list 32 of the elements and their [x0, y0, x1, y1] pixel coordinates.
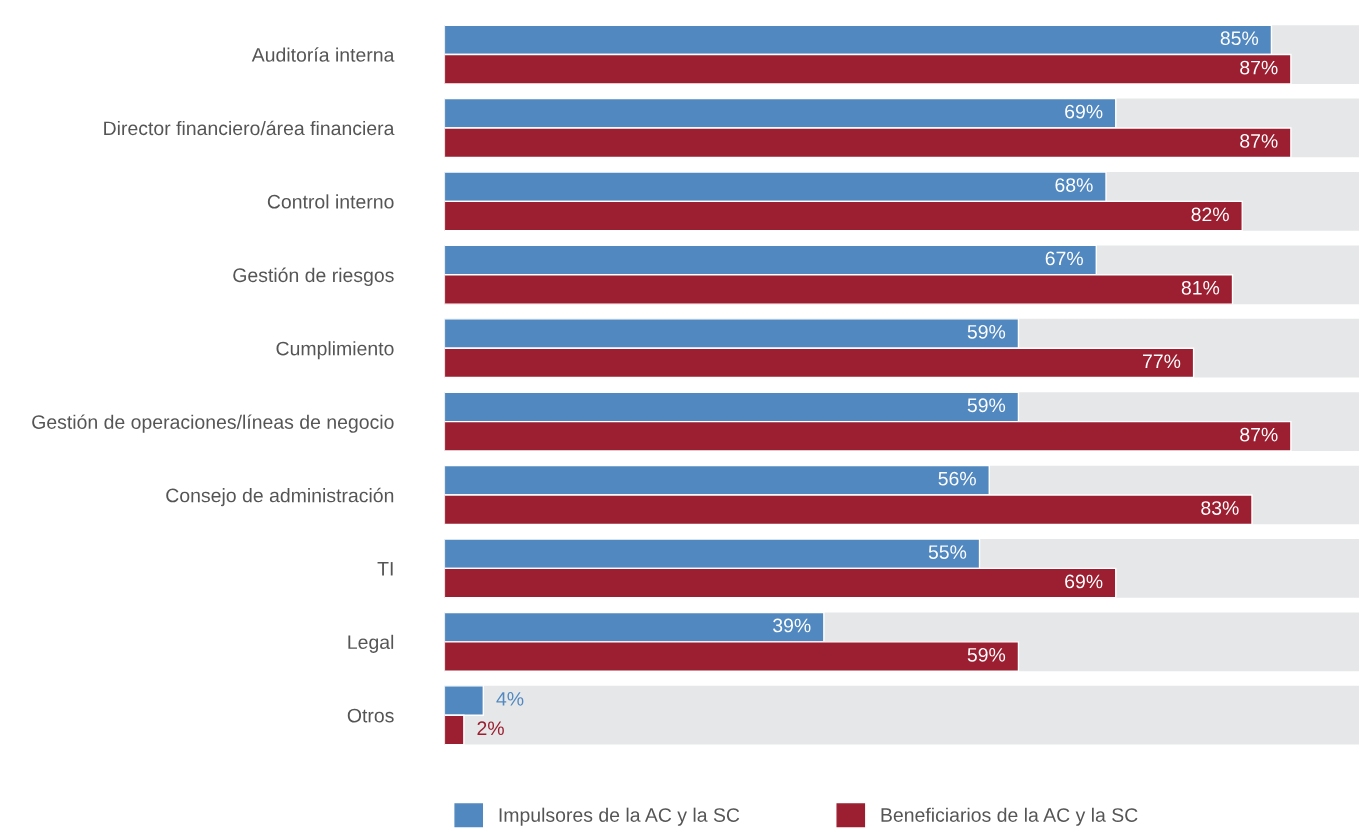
data-label: 82% — [1191, 207, 1229, 222]
data-label: 87% — [1240, 427, 1278, 442]
data-label: 59% — [967, 647, 1006, 662]
data-label: 77% — [1143, 354, 1181, 369]
data-label: 59% — [967, 398, 1006, 413]
data-label: 2% — [477, 721, 504, 736]
data-label: 69% — [1065, 574, 1103, 589]
legend-label: Impulsores de la AC y la SC — [499, 807, 740, 826]
y-tick-label: Otros — [347, 708, 394, 723]
y-tick-label: Gestión de riesgos — [233, 267, 394, 286]
y-tick-label: Cumplimiento — [276, 341, 394, 360]
y-tick-label: TI — [377, 562, 393, 576]
data-label: 81% — [1181, 280, 1220, 295]
data-label: 87% — [1240, 134, 1278, 148]
y-tick-label: Director financiero/área financiera — [104, 120, 395, 136]
data-label: 85% — [1220, 31, 1259, 46]
data-label: 59% — [967, 324, 1006, 339]
y-tick-label: Legal — [348, 634, 394, 653]
y-tick-label: Control interno — [267, 194, 394, 209]
data-label: 68% — [1055, 178, 1093, 192]
y-tick-label: Gestión de operaciones/líneas de negocio — [32, 414, 394, 433]
data-label: 67% — [1045, 251, 1083, 266]
data-label: 83% — [1201, 501, 1239, 515]
y-tick-label: Consejo de administración — [166, 487, 394, 507]
data-label: 39% — [773, 618, 811, 633]
y-tick-label: Auditoría interna — [251, 47, 395, 62]
data-label: 55% — [928, 545, 967, 559]
data-label: 56% — [938, 471, 976, 486]
text: Beneficiarios de la AC y la SC — [881, 807, 1138, 826]
data-label: 69% — [1065, 104, 1103, 119]
data-label: 4% — [496, 692, 524, 706]
data-label: 87% — [1240, 60, 1278, 75]
